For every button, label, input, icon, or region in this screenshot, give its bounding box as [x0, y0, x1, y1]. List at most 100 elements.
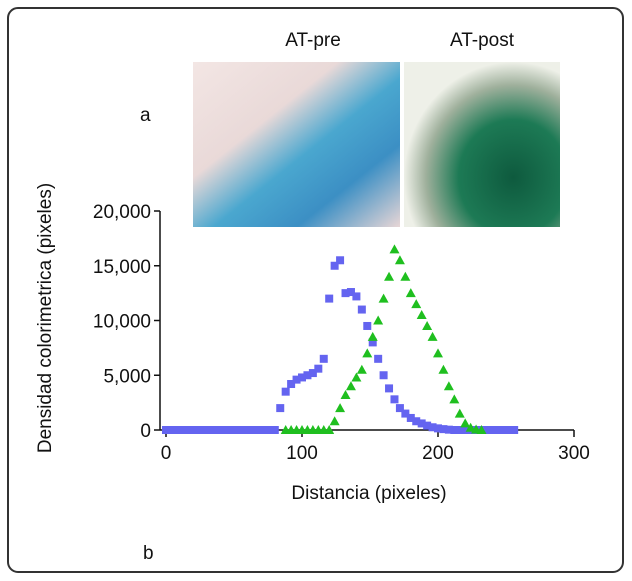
point [499, 426, 508, 434]
point [308, 369, 317, 378]
point [510, 426, 519, 434]
point [438, 364, 449, 374]
point [422, 320, 433, 330]
photo-title: AT-pre [285, 30, 341, 51]
point [378, 293, 389, 303]
point [221, 426, 230, 434]
point [178, 426, 187, 434]
point [465, 422, 476, 432]
point [504, 426, 513, 434]
point [162, 426, 170, 434]
photo-title: AT-post [450, 30, 515, 51]
point [314, 364, 323, 373]
y-tick-label: 15,000 [93, 257, 151, 278]
point [363, 321, 372, 330]
point [330, 261, 339, 270]
panel-label: a [140, 105, 151, 126]
panel-label: b [143, 543, 154, 564]
point [352, 292, 361, 301]
point [439, 425, 448, 434]
point [254, 426, 263, 434]
point [205, 426, 214, 434]
photo-post [404, 62, 560, 227]
point [270, 426, 279, 434]
point [428, 423, 437, 432]
point [444, 425, 453, 434]
point [384, 271, 395, 281]
y-tick-label: 0 [140, 421, 151, 442]
y-tick-label: 5,000 [103, 366, 151, 387]
y-axis-label: Densidad colorimetrica (pixeles) [35, 183, 56, 453]
point [476, 425, 487, 434]
point [249, 426, 258, 434]
point [450, 426, 459, 434]
point [400, 271, 411, 281]
point [210, 426, 219, 434]
point [379, 371, 388, 380]
point [346, 288, 355, 297]
point [172, 426, 181, 434]
point [390, 395, 399, 404]
point [449, 394, 460, 404]
point [216, 426, 225, 434]
point [460, 418, 471, 428]
point [324, 425, 335, 434]
x-tick-label: 200 [422, 443, 454, 464]
point [454, 408, 465, 418]
point [385, 384, 394, 393]
point [287, 380, 296, 389]
point [356, 364, 367, 374]
point [367, 331, 378, 341]
point [373, 315, 384, 325]
x-tick-label: 100 [286, 443, 318, 464]
point [427, 331, 438, 341]
point [394, 255, 405, 265]
point [335, 403, 346, 413]
point [319, 354, 328, 363]
point [341, 289, 350, 298]
point [406, 413, 415, 422]
point [238, 426, 247, 434]
point [434, 424, 442, 433]
point [259, 426, 268, 434]
point [194, 426, 203, 434]
point [200, 426, 209, 434]
point [368, 338, 377, 347]
point [183, 426, 192, 434]
point [243, 426, 252, 434]
x-tick-label: 300 [558, 443, 590, 464]
point [298, 373, 306, 382]
x-axis-label: Distancia (pixeles) [291, 483, 446, 504]
point [336, 256, 345, 265]
point [493, 426, 502, 434]
point [276, 404, 285, 413]
point [395, 404, 404, 413]
point [325, 294, 334, 303]
point [389, 244, 400, 254]
point [482, 426, 491, 434]
point [411, 299, 422, 309]
point [455, 426, 464, 434]
point [227, 426, 236, 434]
y-tick-label: 20,000 [93, 202, 151, 223]
x-tick-label: 0 [161, 443, 172, 464]
point [416, 310, 427, 320]
point [433, 348, 443, 358]
point [405, 288, 416, 298]
point [374, 354, 383, 363]
point [345, 381, 356, 391]
point [281, 387, 290, 396]
point [189, 426, 198, 434]
point [351, 372, 362, 382]
point [401, 409, 410, 418]
point [167, 426, 176, 434]
photo-pre [193, 62, 400, 227]
y-tick-label: 10,000 [93, 312, 151, 333]
point [362, 348, 373, 358]
point [340, 389, 351, 399]
point [488, 426, 497, 434]
point [461, 426, 470, 434]
point [232, 426, 241, 434]
